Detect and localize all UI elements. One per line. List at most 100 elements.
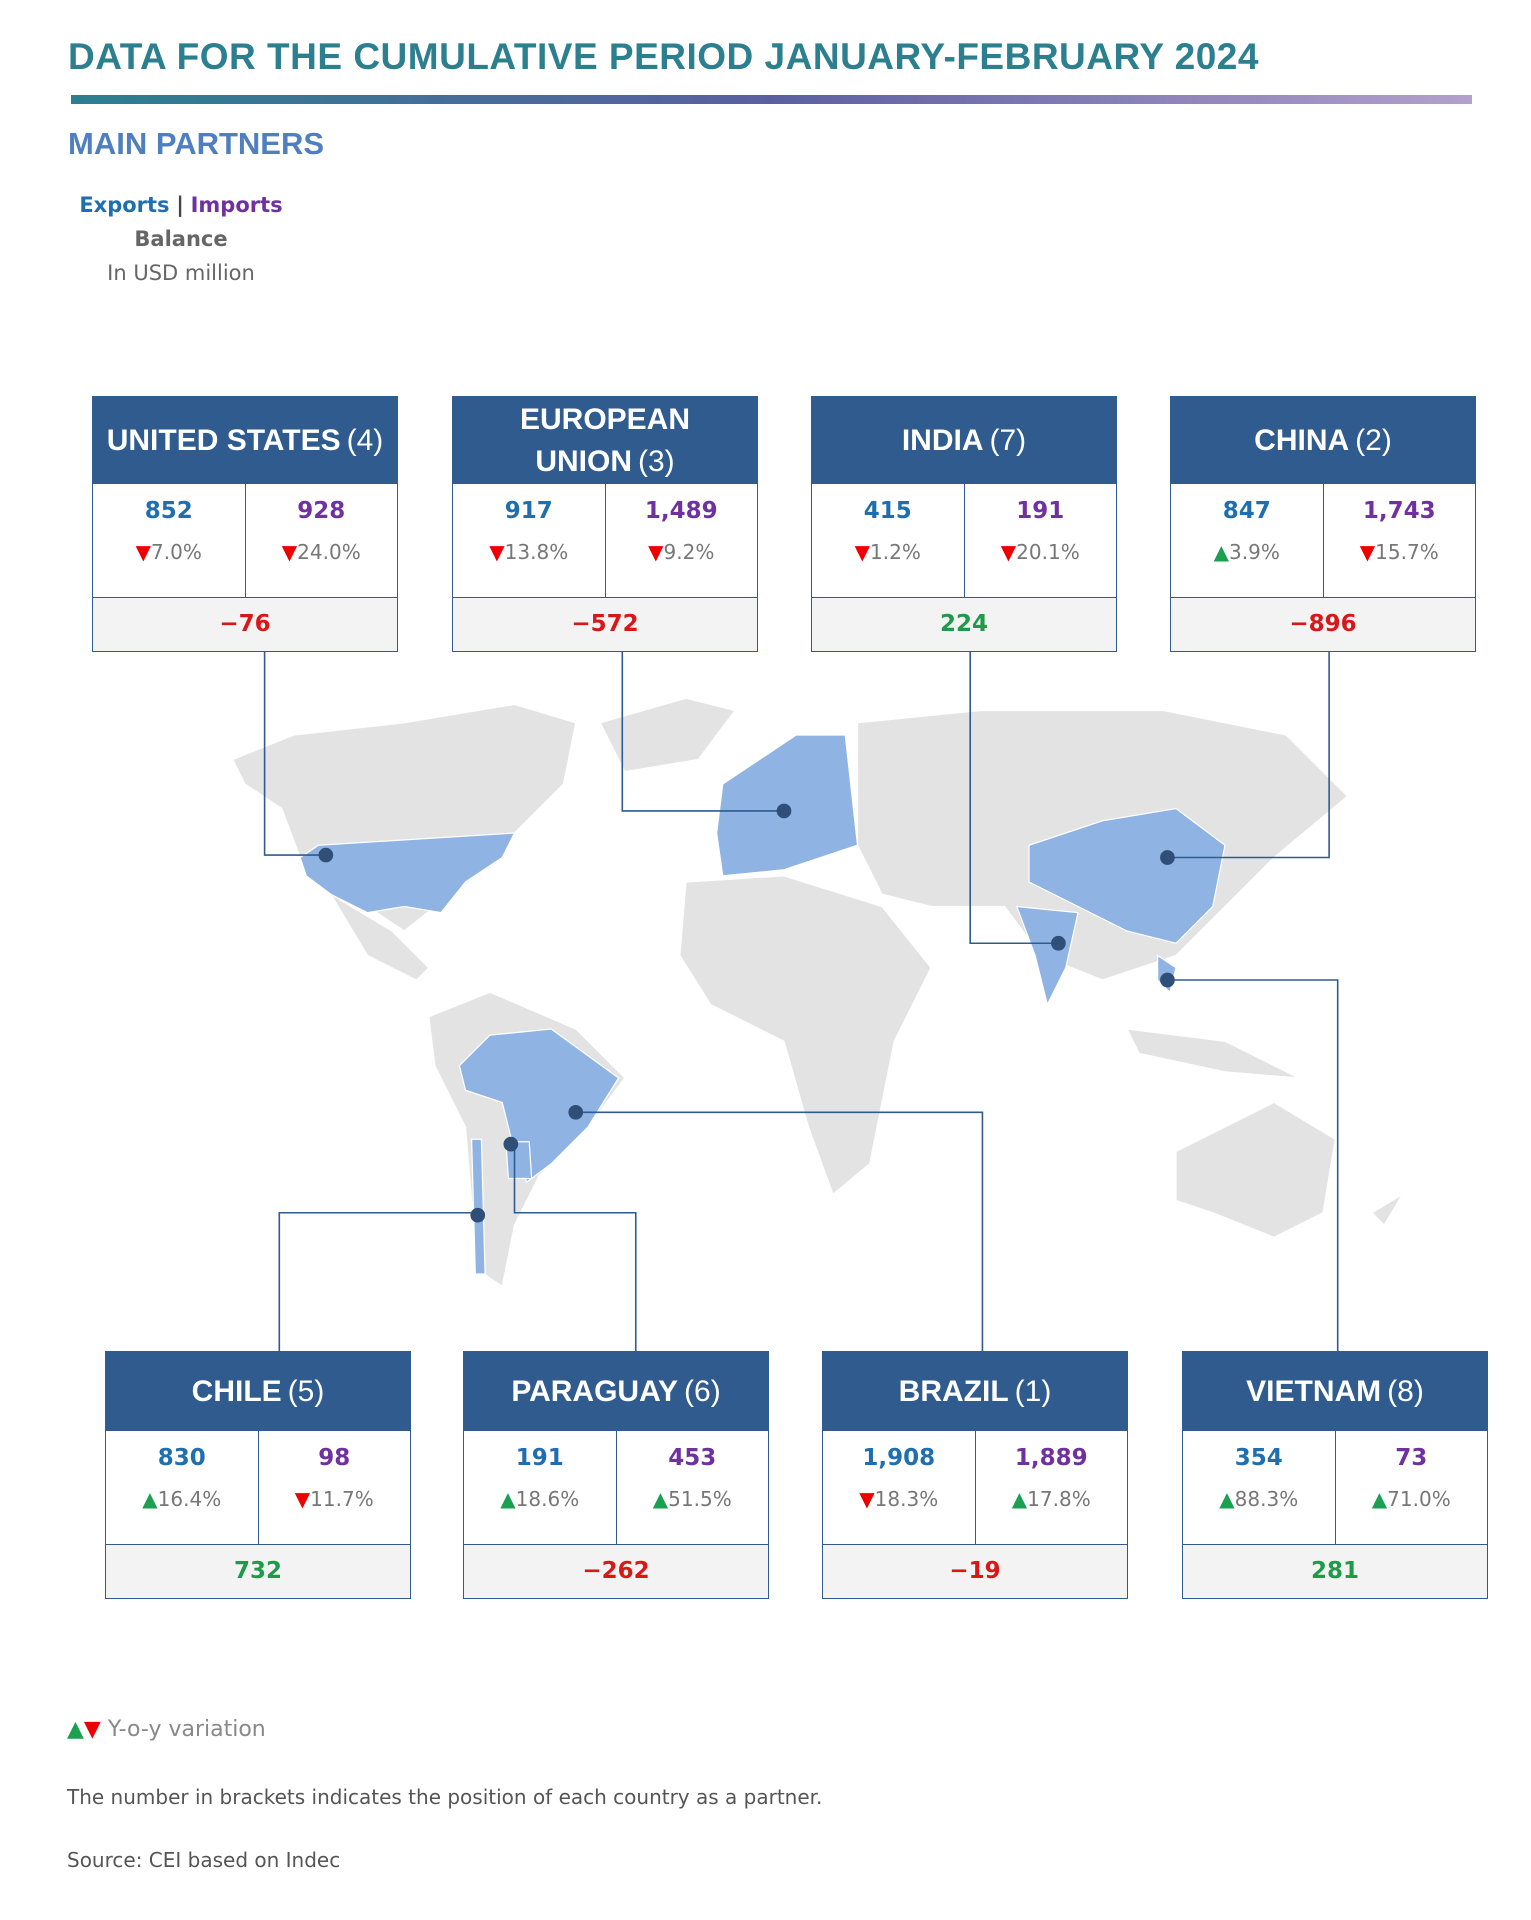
card-header: CHILE (5)	[106, 1352, 410, 1431]
rank: (3)	[638, 444, 675, 478]
values-row: 847 ▲3.9% 1,743 ▼15.7%	[1171, 484, 1475, 598]
country-name: CHILE	[191, 1374, 282, 1408]
imports-cell: 1,489 ▼9.2%	[604, 484, 758, 597]
exports-cell: 191 ▲18.6%	[464, 1431, 616, 1544]
country-name: VIETNAM	[1246, 1374, 1382, 1408]
balance: −572	[453, 598, 757, 651]
imports-value: 453	[668, 1445, 717, 1471]
exports-value: 1,908	[862, 1445, 936, 1471]
rank: (4)	[346, 423, 384, 457]
partner-card: EUROPEAN UNION (3) 917 ▼13.8% 1,489 ▼9.2% −572	[452, 396, 758, 652]
exports-value: 415	[863, 498, 912, 524]
card-heading: PARAGUAY (6)	[511, 1371, 720, 1413]
variation: ▼11.7%	[294, 1487, 374, 1511]
legend-balance: Balance	[134, 227, 228, 251]
legend-exports: Exports	[79, 193, 170, 217]
legend-down: ▼	[83, 1717, 101, 1742]
imports-value: 191	[1016, 498, 1065, 524]
country-name: CHINA	[1254, 423, 1350, 457]
balance: 732	[106, 1545, 410, 1598]
balance: −896	[1171, 598, 1475, 651]
imports-cell: 98 ▼11.7%	[257, 1431, 411, 1544]
variation: ▼1.2%	[854, 540, 921, 564]
variation: ▲18.6%	[500, 1487, 580, 1511]
legend-text: Y-o-y variation	[107, 1717, 266, 1742]
rank: (1)	[1014, 1374, 1052, 1408]
imports-cell: 1,889 ▲17.8%	[974, 1431, 1128, 1544]
imports-cell: 453 ▲51.5%	[615, 1431, 769, 1544]
legend: Exports | Imports Balance In USD million	[60, 188, 302, 290]
card-heading: UNITED STATES (4)	[107, 420, 384, 462]
exports-cell: 415 ▼1.2%	[812, 484, 964, 597]
imports-value: 1,489	[644, 498, 718, 524]
exports-value: 191	[515, 1445, 564, 1471]
card-header: EUROPEAN UNION (3)	[453, 397, 757, 484]
partner-card: VIETNAM (8) 354 ▲88.3% 73 ▲71.0% 281	[1182, 1351, 1488, 1599]
exports-cell: 830 ▲16.4%	[106, 1431, 258, 1544]
exports-value: 852	[144, 498, 193, 524]
variation: ▼15.7%	[1359, 540, 1439, 564]
legend-unit: In USD million	[107, 261, 255, 285]
card-header: INDIA (7)	[812, 397, 1116, 484]
partner-card: INDIA (7) 415 ▼1.2% 191 ▼20.1% 224	[811, 396, 1117, 652]
exports-value: 847	[1222, 498, 1271, 524]
balance: −19	[823, 1545, 1127, 1598]
footnote: The number in brackets indicates the pos…	[67, 1785, 823, 1809]
values-row: 917 ▼13.8% 1,489 ▼9.2%	[453, 484, 757, 598]
imports-cell: 1,743 ▼15.7%	[1322, 484, 1476, 597]
rank: (7)	[989, 423, 1027, 457]
rank: (2)	[1355, 423, 1392, 457]
values-row: 830 ▲16.4% 98 ▼11.7%	[106, 1431, 410, 1545]
card-header: PARAGUAY (6)	[464, 1352, 768, 1431]
imports-value: 1,889	[1014, 1445, 1088, 1471]
exports-cell: 917 ▼13.8%	[453, 484, 605, 597]
card-heading: CHINA (2)	[1254, 420, 1392, 462]
rank: (8)	[1387, 1374, 1424, 1408]
values-row: 354 ▲88.3% 73 ▲71.0%	[1183, 1431, 1487, 1545]
balance: −262	[464, 1545, 768, 1598]
country-name: PARAGUAY	[511, 1374, 679, 1408]
card-heading: EUROPEAN UNION (3)	[453, 399, 757, 483]
legend-up: ▲	[67, 1717, 84, 1742]
variation: ▼9.2%	[648, 540, 715, 564]
rank: (5)	[287, 1374, 325, 1408]
section-title: MAIN PARTNERS	[68, 126, 325, 161]
title-rule	[71, 95, 1472, 104]
card-heading: BRAZIL (1)	[899, 1371, 1052, 1413]
country-name: BRAZIL	[898, 1374, 1009, 1408]
variation: ▲88.3%	[1219, 1487, 1299, 1511]
variation: ▲16.4%	[142, 1487, 222, 1511]
imports-value: 928	[297, 498, 346, 524]
exports-value: 830	[157, 1445, 206, 1471]
legend-separator: |	[176, 193, 184, 217]
balance: 281	[1183, 1545, 1487, 1598]
card-heading: CHILE (5)	[192, 1371, 325, 1413]
balance: 224	[812, 598, 1116, 651]
imports-value: 73	[1395, 1445, 1428, 1471]
values-row: 191 ▲18.6% 453 ▲51.5%	[464, 1431, 768, 1545]
exports-cell: 847 ▲3.9%	[1171, 484, 1323, 597]
legend-imports: Imports	[190, 193, 283, 217]
partner-card: CHINA (2) 847 ▲3.9% 1,743 ▼15.7% −896	[1170, 396, 1476, 652]
card-header: UNITED STATES (4)	[93, 397, 397, 484]
partner-card: BRAZIL (1) 1,908 ▼18.3% 1,889 ▲17.8% −19	[822, 1351, 1128, 1599]
exports-cell: 354 ▲88.3%	[1183, 1431, 1335, 1544]
values-row: 852 ▼7.0% 928 ▼24.0%	[93, 484, 397, 598]
exports-cell: 852 ▼7.0%	[93, 484, 245, 597]
balance: −76	[93, 598, 397, 651]
title: DATA FOR THE CUMULATIVE PERIOD JANUARY-F…	[68, 36, 1259, 77]
variation: ▲51.5%	[652, 1487, 732, 1511]
variation: ▼20.1%	[1000, 540, 1080, 564]
variation: ▲71.0%	[1371, 1487, 1451, 1511]
card-heading: VIETNAM (8)	[1246, 1371, 1424, 1413]
variation: ▲17.8%	[1011, 1487, 1091, 1511]
variation: ▲3.9%	[1213, 540, 1280, 564]
partner-card: PARAGUAY (6) 191 ▲18.6% 453 ▲51.5% −262	[463, 1351, 769, 1599]
variation: ▼18.3%	[859, 1487, 939, 1511]
partner-card: UNITED STATES (4) 852 ▼7.0% 928 ▼24.0% −76	[92, 396, 398, 652]
footer-legend: ▲▼ Y-o-y variation	[67, 1717, 266, 1742]
imports-value: 1,743	[1362, 498, 1436, 524]
imports-cell: 73 ▲71.0%	[1334, 1431, 1488, 1544]
